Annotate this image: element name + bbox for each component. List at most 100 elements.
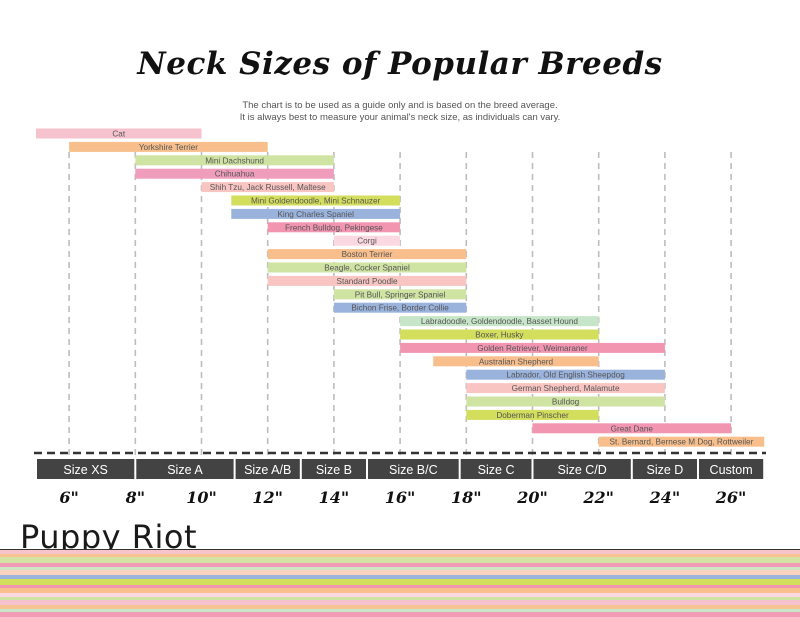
breed-bar — [400, 329, 599, 340]
breed-label: Standard Poodle — [337, 277, 398, 286]
size-band-cell — [37, 459, 135, 479]
breed-bar — [400, 342, 665, 353]
stripe — [0, 567, 800, 571]
breed-label: Australian Shepherd — [479, 357, 554, 366]
breed-label: French Bulldog, Pekingese — [285, 223, 383, 232]
tick-label: 24" — [649, 488, 681, 507]
breed-label: German Shepherd, Malamute — [512, 384, 620, 393]
breed-bar — [69, 141, 268, 152]
breed-label: Mini Goldendoodle, Mini Schnauzer — [251, 197, 381, 206]
breed-bar — [36, 128, 202, 139]
stripe — [0, 579, 800, 586]
breed-label: Beagle, Cocker Spaniel — [324, 264, 410, 273]
breed-label: Mini Dachshund — [205, 156, 264, 165]
breed-label: Corgi — [357, 237, 377, 246]
decorative-stripes — [0, 549, 800, 617]
size-label: Custom — [710, 463, 753, 477]
stripe — [0, 570, 800, 576]
size-label: Size XS — [63, 463, 107, 477]
tick-label: 6" — [59, 488, 78, 507]
tick-label: 8" — [125, 488, 145, 507]
breed-bar — [466, 409, 599, 420]
size-band-cell — [460, 459, 532, 479]
size-label: Size C — [478, 463, 515, 477]
size-band-cell — [368, 459, 459, 479]
size-band-cell — [136, 459, 234, 479]
stripe — [0, 593, 800, 598]
stripe — [0, 588, 800, 594]
breed-label: Great Dane — [611, 424, 654, 433]
breed-bar — [400, 316, 599, 327]
breed-label: Labradoodle, Goldendoodle, Basset Hound — [421, 317, 578, 326]
tick-label: 22" — [582, 488, 614, 507]
breed-label: Chihuahua — [215, 170, 255, 179]
breed-bar — [333, 235, 401, 246]
tick-label: 16" — [385, 488, 416, 507]
breed-label: King Charles Spaniel — [277, 210, 354, 219]
size-label: Size A — [167, 463, 203, 477]
breed-bar — [231, 195, 401, 206]
breed-label: Pit Bull, Springer Spaniel — [355, 290, 446, 299]
breed-bar — [135, 168, 334, 179]
breed-bar — [267, 222, 401, 233]
breed-label: Golden Retriever, Weimaraner — [477, 344, 588, 353]
size-label: Size B/C — [389, 463, 438, 477]
breed-bar — [135, 155, 334, 166]
tick-label: 20" — [516, 488, 548, 507]
stripe — [0, 612, 800, 617]
stripe — [0, 609, 800, 613]
subtitle-line-2: It is always best to measure your animal… — [239, 112, 561, 123]
breed-bars: Cat Yorkshire Terrier Mini Dachshund Chihua… — [36, 128, 765, 447]
breed-bar — [267, 249, 467, 260]
breed-label: Shih Tzu, Jack Russell, Maltese — [210, 183, 326, 192]
size-label: Size B — [316, 463, 352, 477]
breed-label: Bichon Frise, Border Collie — [351, 304, 449, 313]
stripe — [0, 585, 800, 589]
breed-label: Bulldog — [552, 398, 580, 407]
breed-bar — [466, 369, 665, 380]
stripe — [0, 554, 800, 558]
stripe — [0, 597, 800, 601]
stripe — [0, 605, 800, 610]
tick-label: 18" — [451, 488, 482, 507]
chart-title: Neck Sizes of Popular Breeds — [137, 46, 663, 82]
breed-bar — [532, 423, 732, 434]
size-band-cell — [533, 459, 631, 479]
size-band-cell — [632, 459, 697, 479]
breed-bar — [466, 396, 665, 407]
size-label: Size D — [646, 463, 683, 477]
breed-label: Yorkshire Terrier — [139, 143, 198, 152]
breed-label: St. Bernard, Bernese M Dog, Rottweiler — [610, 438, 754, 447]
size-label: Size A/B — [244, 463, 291, 477]
size-band-cell — [301, 459, 366, 479]
breed-bar — [466, 383, 665, 394]
breed-label: Boxer, Husky — [475, 331, 524, 340]
breed-bar — [267, 275, 467, 286]
stripe — [0, 557, 800, 564]
breed-bar — [333, 302, 467, 313]
size-band-cell — [699, 459, 764, 479]
breed-label: Doberman Pinscher — [496, 411, 569, 420]
tick-label: 10" — [186, 488, 217, 507]
subtitle-line-1: The chart is to be used as a guide only … — [242, 100, 558, 111]
breed-bar — [433, 356, 599, 367]
size-band-cell — [235, 459, 300, 479]
tick-label: 26" — [715, 488, 747, 507]
size-band: Size XS Size A Size A/B Size B Size B/C Size … — [34, 451, 766, 479]
breed-label: Boston Terrier — [342, 250, 393, 259]
stripe — [0, 600, 800, 606]
x-axis-ticks: 6" 8" 10" 12" 14" 16" 18" 20" 22" 24" 26" — [59, 488, 746, 507]
tick-label: 14" — [319, 488, 350, 507]
tick-label: 12" — [252, 488, 283, 507]
breed-bar — [333, 289, 467, 300]
breed-bar — [267, 262, 467, 273]
breed-bar — [201, 182, 334, 193]
stripe — [0, 549, 800, 555]
breed-label: Labrador, Old English Sheepdog — [506, 371, 625, 380]
size-label: Size C/D — [557, 463, 606, 477]
breed-label: Cat — [112, 130, 125, 139]
breed-bar — [231, 208, 401, 219]
stripe — [0, 563, 800, 568]
breed-bar — [598, 436, 765, 447]
